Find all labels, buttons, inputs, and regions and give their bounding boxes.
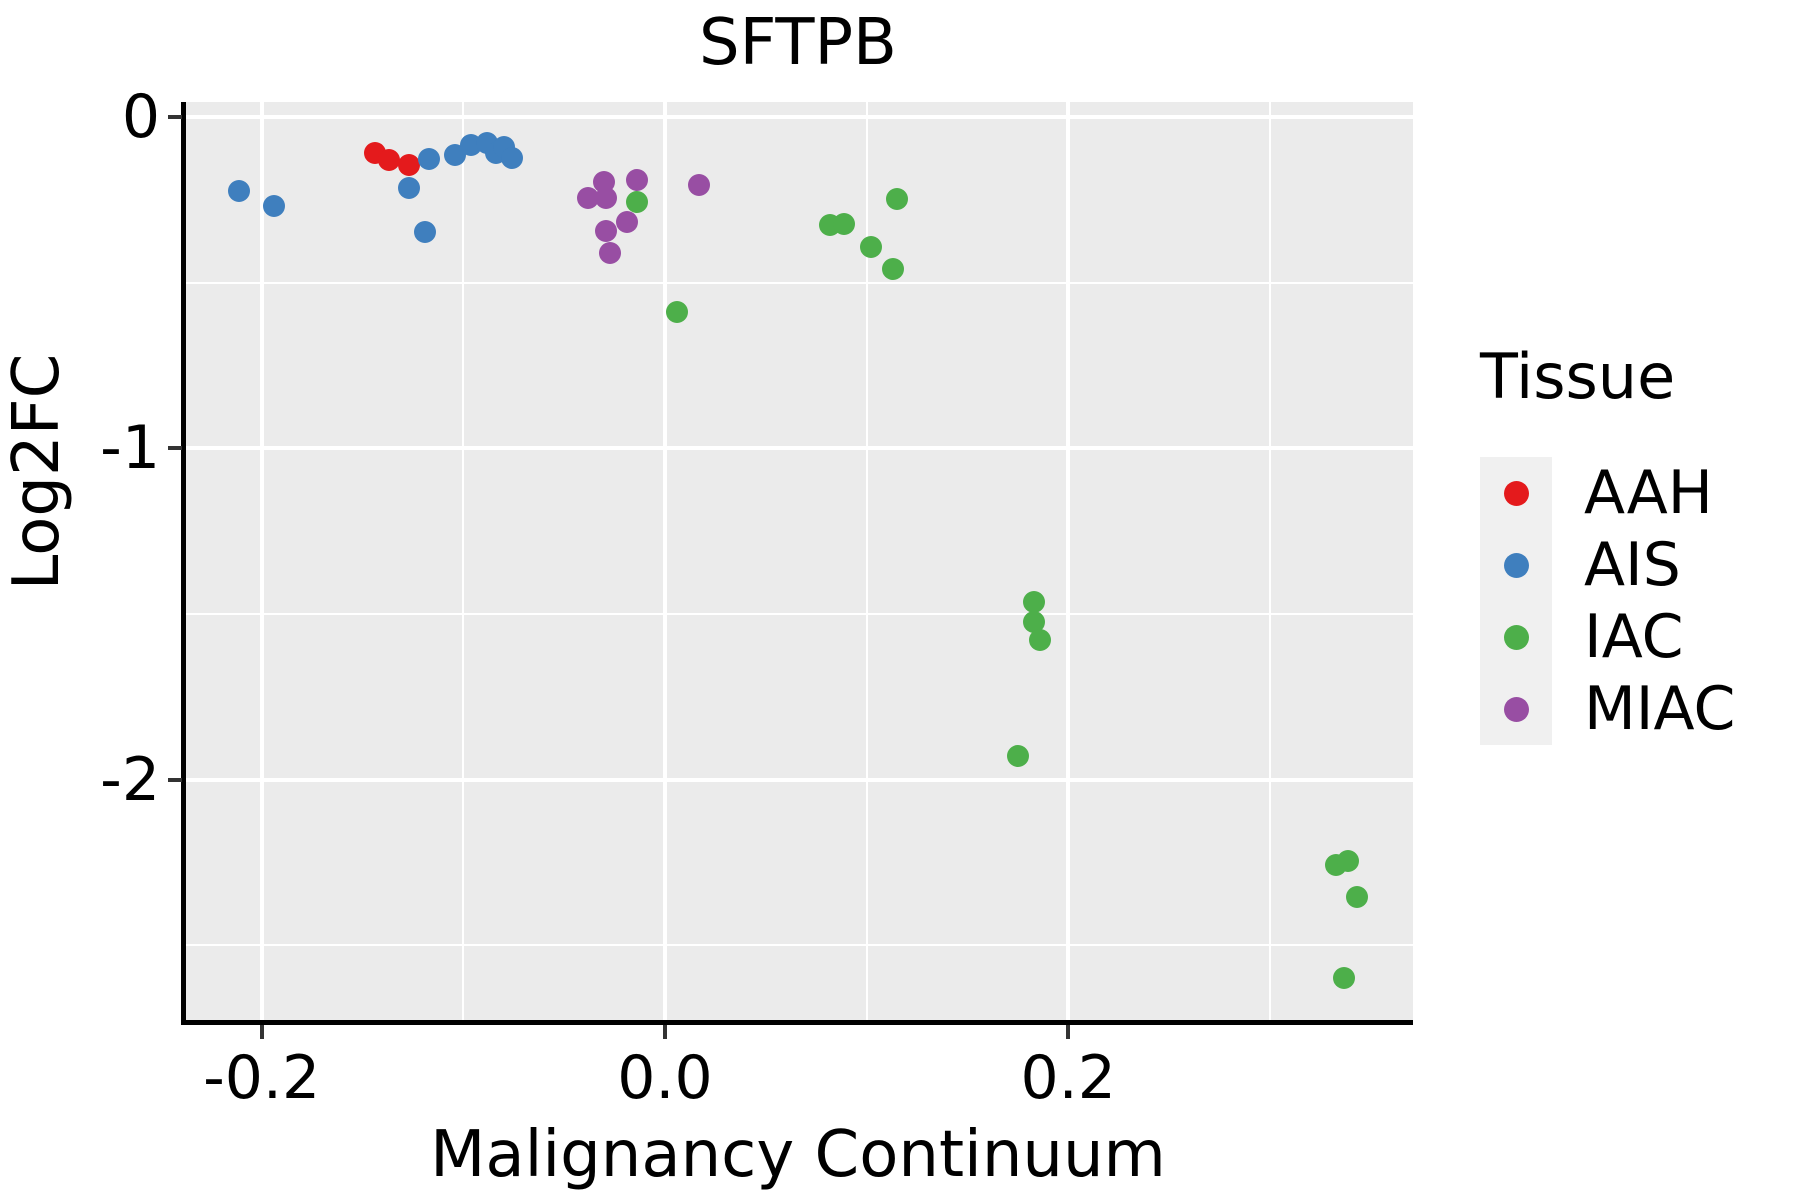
data-point-miac (595, 220, 618, 243)
x-tick-mark (662, 1025, 667, 1039)
data-point-iac (1022, 591, 1045, 614)
legend-entry-ais: AIS (1480, 529, 1735, 601)
data-point-miac (599, 241, 622, 264)
legend-dot-ais (1503, 552, 1529, 578)
y-axis-line (181, 102, 186, 1025)
data-point-iac (885, 188, 908, 211)
gridline-x-major (259, 102, 264, 1020)
y-tick-label: -2 (100, 744, 160, 815)
x-tick-label: 0.2 (1020, 1043, 1116, 1113)
legend-title: Tissue (1480, 340, 1676, 413)
y-tick-mark (168, 115, 182, 120)
legend-key (1480, 457, 1552, 529)
gridline-x-major (1066, 102, 1071, 1020)
data-point-miac (625, 169, 648, 192)
legend-entry-iac: IAC (1480, 601, 1735, 673)
data-point-ais (397, 177, 420, 200)
legend-entries: AAH AIS IAC MIAC (1480, 457, 1735, 745)
legend-key (1480, 673, 1552, 745)
data-point-iac (881, 257, 904, 280)
data-point-iac (666, 301, 689, 324)
legend-label: MIAC (1584, 674, 1736, 744)
legend-key (1480, 601, 1552, 673)
legend-entry-miac: MIAC (1480, 673, 1735, 745)
y-tick-mark (168, 446, 182, 451)
plot-panel (183, 102, 1413, 1020)
chart-title: SFTPB (699, 6, 897, 80)
y-axis-label-wrap: Log2FC (0, 12, 74, 932)
gridline-y-major (183, 777, 1413, 782)
gridline-x-minor (462, 102, 465, 1020)
legend-dot-miac (1503, 696, 1529, 722)
x-tick-mark (1066, 1025, 1071, 1039)
data-point-ais (418, 148, 440, 171)
data-point-miac (595, 187, 618, 210)
y-tick-mark (168, 777, 182, 782)
data-point-miac (688, 174, 711, 197)
legend-label: AIS (1584, 530, 1681, 600)
gridline-y-major (183, 115, 1413, 120)
data-point-iac (625, 190, 648, 213)
legend-label: IAC (1584, 602, 1684, 672)
data-point-iac (1345, 886, 1368, 909)
legend-label: AAH (1584, 458, 1713, 528)
x-tick-label: 0.0 (617, 1043, 713, 1113)
gridline-y-minor (183, 612, 1413, 615)
data-point-iac (833, 212, 856, 235)
gridline-x-minor (865, 102, 868, 1020)
data-point-ais (228, 180, 251, 203)
legend-entry-aah: AAH (1480, 457, 1735, 529)
data-point-aah (377, 149, 400, 172)
legend-dot-iac (1503, 624, 1529, 650)
gridline-x-major (662, 102, 667, 1020)
x-tick-mark (259, 1025, 264, 1039)
gridline-y-major (183, 446, 1413, 451)
data-point-miac (615, 210, 638, 233)
legend-dot-aah (1503, 480, 1529, 506)
x-axis-label: Malignancy Continuum (430, 1118, 1166, 1192)
data-point-ais (500, 147, 523, 170)
x-axis-line (181, 1020, 1413, 1025)
x-tick-label: -0.2 (203, 1043, 321, 1113)
data-point-miac (577, 187, 600, 210)
data-point-miac (593, 170, 616, 193)
gridline-x-minor (1268, 102, 1271, 1020)
y-axis-label: Log2FC (0, 353, 74, 591)
gridline-y-minor (183, 281, 1413, 284)
data-point-iac (1333, 967, 1356, 990)
y-tick-label: -1 (100, 413, 160, 484)
data-point-ais (262, 194, 285, 217)
y-tick-label: 0 (121, 82, 160, 153)
gridline-y-minor (183, 944, 1413, 947)
data-point-aah (397, 154, 420, 177)
data-point-iac (1337, 850, 1360, 873)
data-point-iac (1006, 744, 1029, 767)
data-point-iac (1028, 628, 1051, 651)
data-point-iac (1022, 610, 1045, 633)
legend-key (1480, 529, 1552, 601)
legend: Tissue AAH AIS IAC MIAC (1480, 340, 1735, 745)
data-point-ais (413, 220, 436, 243)
data-point-iac (859, 235, 882, 258)
